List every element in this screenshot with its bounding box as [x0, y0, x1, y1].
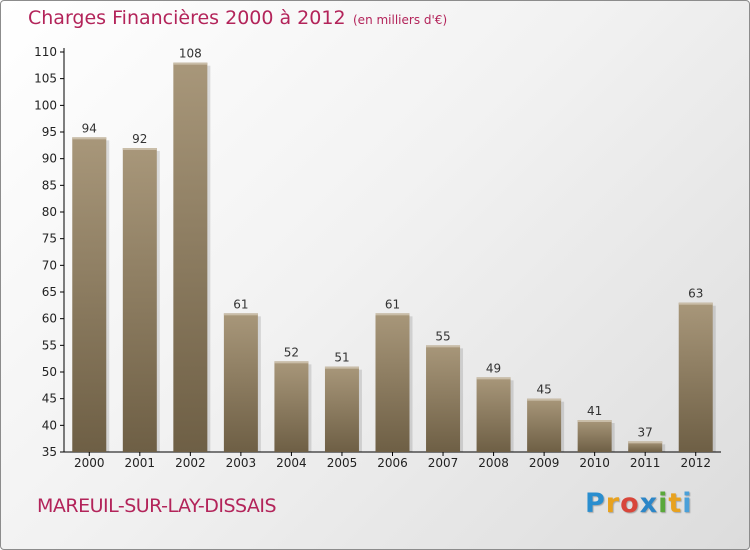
bar-top-highlight	[678, 302, 713, 305]
x-tick-label: 2012	[680, 456, 711, 470]
bar-top-highlight	[173, 62, 208, 65]
town-name: MAREUIL-SUR-LAY-DISSAIS	[37, 495, 277, 517]
y-tick-label: 95	[42, 125, 57, 139]
data-label: 108	[179, 47, 202, 61]
bar	[274, 361, 309, 452]
data-label: 94	[82, 121, 97, 135]
y-tick-label: 60	[42, 312, 57, 326]
data-labels: 94 92 108 61 52 51 61 55 49 45 41 37 63	[82, 47, 704, 440]
data-label: 41	[587, 404, 602, 418]
x-tick-label: 2006	[377, 456, 408, 470]
data-label: 37	[638, 425, 653, 439]
bar-top-highlight	[426, 345, 461, 348]
bar-top-highlight	[476, 377, 511, 380]
logo-letter: x	[639, 488, 659, 519]
y-tick-label: 110	[34, 45, 57, 59]
y-tick-label: 55	[42, 338, 57, 352]
chart-subtitle: (en milliers d'€)	[353, 13, 448, 27]
y-tick-label: 105	[34, 72, 57, 86]
y-tick-label: 45	[42, 392, 57, 406]
axes: 35 40 45 50 55 60 65 70 75 80 85 90 95 100 105 110 2000 2…	[34, 45, 721, 470]
bar-top-highlight	[527, 398, 562, 401]
data-label: 45	[536, 383, 551, 397]
logo-letter: r	[605, 488, 621, 519]
y-tick-label: 85	[42, 178, 57, 192]
data-label: 52	[284, 345, 299, 359]
bar	[173, 62, 208, 453]
bar-top-highlight	[375, 313, 410, 316]
y-tick-label: 90	[42, 152, 57, 166]
y-tick-label: 40	[42, 418, 57, 432]
bar	[324, 366, 359, 452]
bar	[628, 441, 663, 452]
x-tick-label: 2007	[428, 456, 459, 470]
logo-letter: i	[682, 488, 693, 519]
bar	[223, 313, 258, 452]
bar-top-highlight	[72, 137, 107, 140]
data-label: 92	[132, 132, 147, 146]
logo-letter: i	[658, 488, 669, 519]
bar-top-highlight	[577, 420, 612, 422]
chart-title: Charges Financières 2000 à 2012	[28, 7, 346, 29]
x-tick-label: 2008	[478, 456, 509, 470]
x-tick-label: 2009	[529, 456, 560, 470]
data-label: 51	[334, 351, 349, 365]
bar-top-highlight	[223, 313, 258, 316]
bar	[527, 398, 562, 452]
x-tick-label: 2002	[175, 456, 206, 470]
bar-top-highlight	[324, 366, 359, 369]
logo-letter: o	[620, 488, 640, 519]
x-tick-label: 2000	[74, 456, 105, 470]
x-tick-label: 2003	[226, 456, 257, 470]
proxiti-logo: Proxiti	[585, 488, 693, 519]
bar	[577, 420, 612, 452]
y-tick-label: 75	[42, 232, 57, 246]
bar	[426, 345, 461, 452]
data-label: 61	[233, 297, 248, 311]
bar	[476, 377, 511, 452]
bar-top-highlight	[274, 361, 309, 364]
bar	[72, 137, 107, 453]
bar-top-highlight	[628, 441, 663, 444]
y-tick-label: 70	[42, 258, 57, 272]
y-tick-label: 100	[34, 98, 57, 112]
data-label: 63	[688, 287, 703, 301]
x-tick-label: 2011	[630, 456, 661, 470]
data-label: 55	[435, 329, 450, 343]
x-tick-label: 2001	[125, 456, 156, 470]
x-tick-label: 2004	[276, 456, 307, 470]
bar	[122, 148, 157, 452]
logo-letter: t	[668, 488, 683, 519]
bar-top-highlight	[122, 148, 157, 150]
logo-letter: P	[585, 488, 606, 519]
y-tick-label: 50	[42, 365, 57, 379]
bar	[678, 302, 713, 452]
y-tick-label: 80	[42, 205, 57, 219]
bars	[72, 62, 716, 453]
data-label: 61	[385, 297, 400, 311]
x-tick-label: 2010	[579, 456, 610, 470]
data-label: 49	[486, 361, 501, 375]
y-tick-label: 65	[42, 285, 57, 299]
x-tick-label: 2005	[327, 456, 358, 470]
y-tick-label: 35	[42, 445, 57, 459]
bar	[375, 313, 410, 452]
